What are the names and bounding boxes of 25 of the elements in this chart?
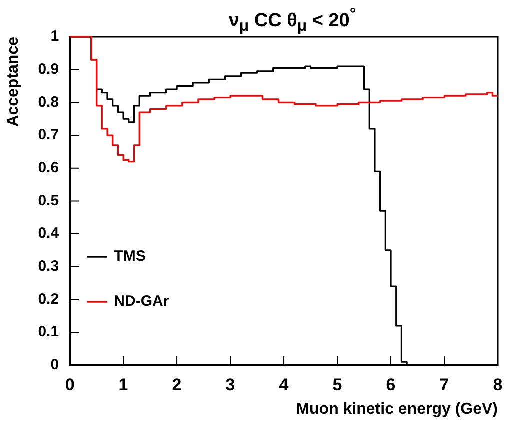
y-tick-label: 0.1 — [38, 324, 60, 341]
y-tick-label: 1 — [50, 28, 60, 46]
y-tick-label: 0.6 — [38, 160, 60, 176]
x-axis-title: Muon kinetic energy (GeV) — [296, 400, 498, 418]
y-tick-label: 0.4 — [38, 225, 60, 242]
y-tick-label: 0.7 — [38, 126, 60, 144]
y-tick-label: 0.9 — [38, 60, 60, 78]
chart-title: ν$_{μ}$ CC θ$_{μ}$ < 20$^{°}$ — [228, 6, 358, 36]
x-tick-label: 3 — [226, 375, 236, 394]
x-tick-label: 1 — [118, 375, 128, 394]
legend-label: ND-GAr — [114, 293, 170, 310]
x-tick-label: 8 — [493, 375, 503, 394]
x-tick-label: 4 — [279, 375, 290, 394]
y-axis-title: Acceptance — [5, 36, 22, 127]
x-tick-label: 5 — [332, 375, 342, 394]
x-tick-label: 7 — [440, 375, 450, 394]
x-tick-label: 0 — [65, 375, 75, 394]
x-tick-label: 2 — [172, 375, 182, 394]
y-tick-label: 0.8 — [38, 94, 60, 111]
legend-label: TMS — [114, 248, 146, 266]
y-tick-label: 0.2 — [38, 290, 60, 308]
x-tick-label: 6 — [386, 375, 396, 394]
y-tick-label: 0 — [50, 356, 60, 374]
y-tick-label: 0.3 — [38, 258, 60, 276]
y-tick-label: 0.5 — [38, 192, 60, 210]
